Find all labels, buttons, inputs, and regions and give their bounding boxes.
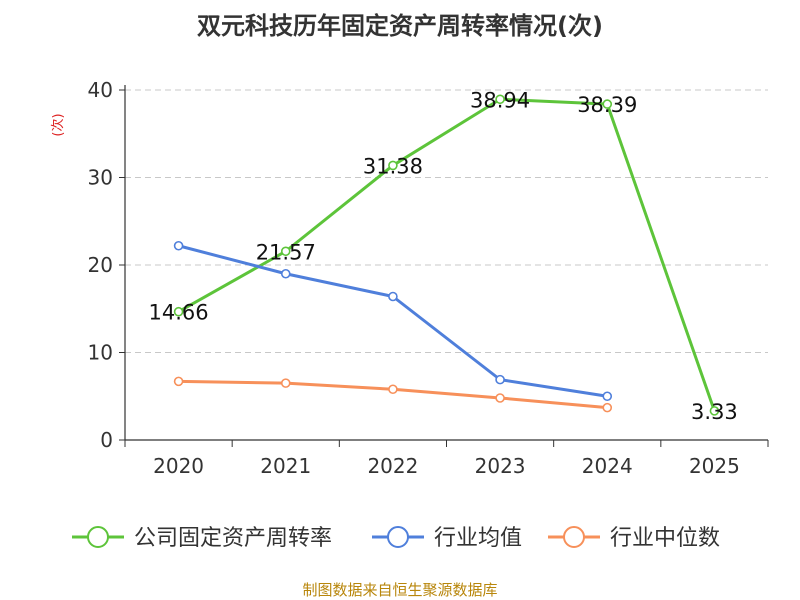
y-tick-label: 30 [88,166,113,190]
y-tick-label: 20 [88,253,113,277]
y-tick-label: 40 [88,78,113,102]
data-point [173,306,184,317]
data-point [495,393,505,403]
data-point [495,94,505,105]
data-label-layer: 14.66 21.57 31.38 38.94 38.39 3.33 [149,88,738,424]
series-line-0 [177,97,716,412]
data-label: 38.39 [577,93,637,117]
chart-title: 双元科技历年固定资产周转率情况(次) [197,12,603,40]
axis-layer: 0 10 20 30 40 2020 2021 2022 2023 2024 2025 [88,78,769,478]
data-label: 38.94 [470,88,530,112]
legend-marker [563,526,585,548]
data-point [388,384,398,395]
data-point [388,160,398,171]
data-point [709,406,720,416]
data-point [602,391,613,402]
x-tick-label: 2022 [367,454,418,478]
data-point [280,246,291,257]
x-tick-label: 2025 [689,454,740,478]
data-point [173,240,184,251]
series-layer [173,94,720,416]
legend-label: 行业均值 [434,526,522,551]
x-tick-label: 2024 [582,454,633,478]
source-note: 制图数据来自恒生聚源数据库 [302,581,497,599]
y-axis-label: (次) [50,113,66,136]
x-tick-label: 2023 [475,454,526,478]
data-point [173,376,184,387]
data-point [602,402,613,413]
legend-label: 行业中位数 [610,526,720,551]
legend-marker [87,526,109,548]
data-label: 14.66 [149,301,209,325]
legend-marker [387,526,409,548]
x-tick-label: 2020 [153,454,204,478]
legend-label: 公司固定资产周转率 [134,526,332,551]
data-label: 31.38 [363,154,423,178]
data-label: 3.33 [691,400,738,424]
data-point [388,291,398,302]
legend: 公司固定资产周转率 行业均值 行业中位数 [72,526,720,551]
y-tick-label: 0 [100,428,113,452]
grid-layer [125,89,768,353]
data-point [280,378,291,388]
series-line-1 [178,244,608,398]
data-point [602,99,613,109]
x-tick-label: 2021 [260,454,311,478]
data-label: 21.57 [256,240,316,264]
y-tick-label: 10 [88,341,113,365]
data-point [495,374,505,385]
data-point [280,268,291,279]
